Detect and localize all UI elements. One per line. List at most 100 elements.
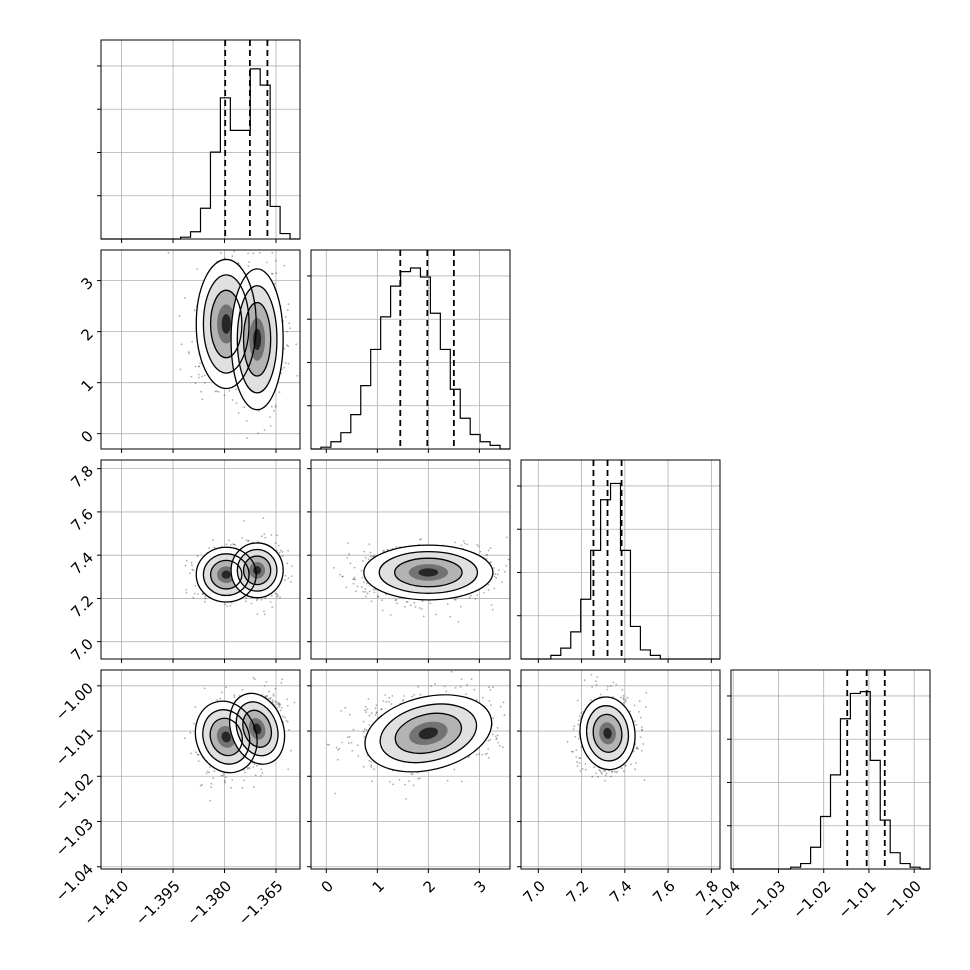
scatter-point bbox=[365, 582, 368, 585]
scatter-point bbox=[422, 615, 425, 618]
panel-frame bbox=[100, 249, 301, 450]
scatter-point bbox=[245, 597, 248, 599]
scatter-point bbox=[389, 781, 391, 783]
scatter-point bbox=[206, 770, 209, 773]
scatter-point bbox=[353, 576, 356, 579]
scatter-point bbox=[189, 572, 191, 575]
scatter-point bbox=[279, 596, 281, 599]
scatter-point bbox=[503, 714, 506, 717]
scatter-point bbox=[184, 564, 187, 567]
scatter-point bbox=[229, 604, 232, 607]
scatter-point bbox=[228, 389, 231, 392]
scatter-point bbox=[192, 596, 195, 599]
scatter-point bbox=[419, 538, 421, 541]
scatter-point bbox=[203, 687, 206, 690]
scatter-point bbox=[219, 252, 222, 254]
scatter-point bbox=[284, 574, 287, 577]
scatter-point bbox=[243, 520, 246, 522]
scatter-point bbox=[223, 257, 226, 260]
scatter-point bbox=[468, 596, 471, 599]
scatter-point bbox=[490, 704, 492, 707]
scatter-point bbox=[190, 752, 192, 755]
scatter-point bbox=[612, 681, 615, 684]
scatter-point bbox=[488, 686, 490, 689]
scatter-point bbox=[498, 569, 500, 571]
scatter-point bbox=[279, 704, 282, 706]
density-group bbox=[566, 673, 648, 782]
scatter-point bbox=[518, 703, 520, 705]
scatter-point bbox=[288, 729, 290, 731]
scatter-point bbox=[280, 681, 283, 684]
scatter-point bbox=[371, 555, 374, 558]
scatter-point bbox=[246, 768, 249, 770]
scatter-point bbox=[247, 252, 250, 255]
scatter-point bbox=[507, 558, 510, 561]
scatter-point bbox=[203, 374, 206, 377]
scatter-point bbox=[475, 753, 478, 756]
contour-line bbox=[364, 694, 493, 773]
scatter-point bbox=[566, 741, 569, 743]
scatter-point bbox=[216, 226, 218, 228]
scatter-point bbox=[366, 592, 369, 595]
scatter-point bbox=[334, 792, 337, 795]
scatter-point bbox=[476, 594, 479, 597]
contour-line bbox=[194, 700, 258, 774]
scatter-point bbox=[267, 697, 270, 700]
histogram-line bbox=[731, 691, 930, 870]
scatter-point bbox=[270, 405, 273, 408]
scatter-point bbox=[204, 600, 206, 603]
density-fill bbox=[418, 568, 439, 577]
scatter-point bbox=[364, 591, 367, 593]
scatter-point bbox=[220, 774, 223, 777]
scatter-point bbox=[478, 753, 480, 755]
scatter-point bbox=[204, 381, 206, 384]
scatter-point bbox=[404, 783, 406, 786]
scatter-point bbox=[516, 591, 518, 593]
scatter-point bbox=[475, 699, 478, 701]
scatter-point bbox=[495, 737, 498, 740]
scatter-point bbox=[226, 245, 228, 247]
scatter-point bbox=[372, 588, 375, 591]
scatter-point bbox=[238, 466, 240, 468]
scatter-point bbox=[179, 368, 182, 371]
scatter-point bbox=[191, 564, 193, 567]
scatter-point bbox=[185, 589, 188, 591]
scatter-point bbox=[196, 555, 199, 557]
scatter-point bbox=[418, 777, 421, 780]
scatter-point bbox=[276, 596, 278, 598]
scatter-point bbox=[184, 297, 186, 299]
scatter-point bbox=[236, 486, 238, 488]
scatter-point bbox=[429, 602, 432, 605]
scatter-point bbox=[453, 598, 456, 601]
scatter-point bbox=[450, 670, 453, 673]
scatter-point bbox=[370, 712, 373, 715]
scatter-point bbox=[460, 544, 463, 547]
scatter-point bbox=[405, 798, 407, 800]
scatter-point bbox=[402, 698, 405, 701]
scatter-panel-1-3 bbox=[307, 669, 520, 873]
hist-panel-0 bbox=[97, 39, 301, 243]
scatter-point bbox=[398, 779, 401, 781]
scatter-point bbox=[274, 592, 277, 595]
scatter-point bbox=[224, 603, 227, 605]
scatter-point bbox=[487, 748, 489, 750]
scatter-point bbox=[188, 352, 191, 355]
scatter-point bbox=[350, 741, 353, 744]
density-fill bbox=[221, 731, 231, 743]
contour-line bbox=[235, 701, 279, 757]
scatter-point bbox=[332, 567, 335, 569]
density-group bbox=[326, 670, 520, 800]
scatter-point bbox=[277, 594, 279, 597]
scatter-point bbox=[287, 362, 290, 365]
scatter-point bbox=[257, 409, 260, 412]
scatter-point bbox=[487, 583, 490, 586]
scatter-point bbox=[346, 557, 349, 559]
density-fill bbox=[221, 570, 231, 579]
density-group bbox=[184, 517, 293, 616]
scatter-point bbox=[598, 769, 601, 771]
scatter-point bbox=[269, 425, 272, 427]
scatter-point bbox=[493, 587, 496, 590]
scatter-point bbox=[271, 272, 274, 275]
scatter-point bbox=[347, 736, 349, 739]
scatter-point bbox=[505, 536, 508, 539]
